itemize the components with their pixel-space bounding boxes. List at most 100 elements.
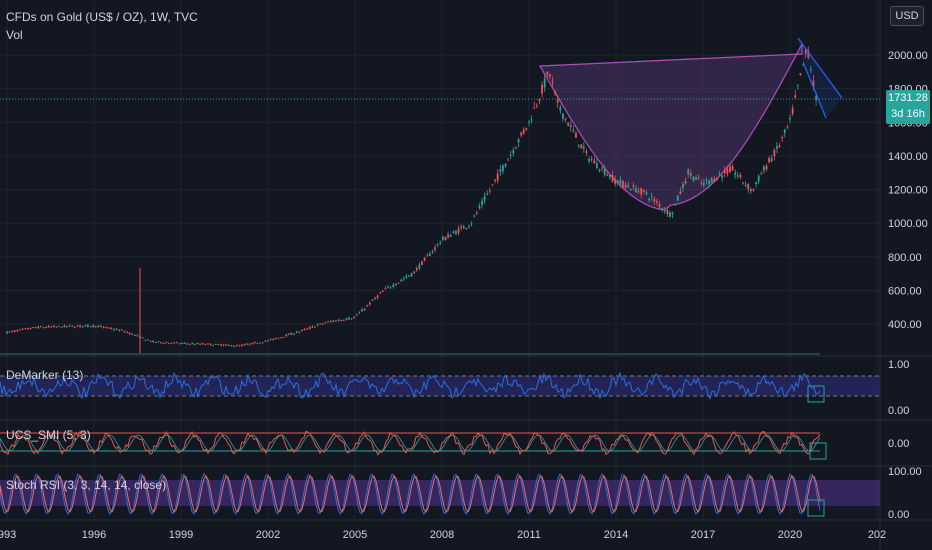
candle-body: [141, 337, 144, 339]
candle-body: [622, 181, 624, 188]
candle-body: [551, 81, 554, 83]
candle-body: [447, 234, 449, 238]
candle-body: [264, 340, 267, 342]
candle-body: [285, 334, 288, 337]
candle-body: [794, 95, 797, 98]
candle-body: [238, 345, 241, 347]
candle-body: [436, 243, 439, 245]
candle-body: [582, 146, 585, 149]
candle-body: [760, 173, 763, 175]
candle-body: [361, 309, 363, 312]
candle-body: [726, 169, 729, 175]
candle-body: [256, 343, 259, 345]
candle-body: [173, 342, 175, 344]
candle-body: [345, 318, 348, 320]
candle-body: [371, 299, 374, 301]
candle-body: [55, 326, 58, 328]
candle-body: [368, 302, 371, 305]
candle-body: [19, 329, 21, 331]
candle-body: [178, 343, 181, 345]
candle-body: [765, 165, 768, 170]
candle-body: [666, 210, 669, 215]
candle-body: [702, 182, 705, 186]
candle-body: [455, 231, 457, 235]
candle-body: [308, 327, 311, 329]
candle-body: [110, 328, 113, 330]
candle-body: [287, 333, 290, 335]
candle-body: [572, 129, 575, 131]
candle-body: [444, 237, 447, 241]
candle-body: [290, 333, 293, 335]
candle-body: [739, 174, 742, 178]
candle-body: [71, 325, 74, 327]
candle-body: [488, 190, 491, 192]
candle-body: [311, 326, 314, 328]
candle-body: [763, 166, 765, 171]
candle-body: [494, 179, 496, 181]
smi-title: UCS_SMI (5, 3): [6, 428, 91, 442]
candle-body: [755, 182, 757, 184]
candle-body: [363, 308, 366, 310]
candle-body: [295, 331, 298, 334]
candle-body: [246, 343, 249, 345]
demarker-line: [0, 371, 821, 400]
candle-body: [342, 320, 345, 322]
candle-body: [473, 215, 476, 217]
candle-body: [314, 326, 316, 328]
candle-body: [321, 323, 324, 325]
candle-body: [154, 342, 157, 344]
candle-body: [355, 314, 358, 316]
candle-body: [632, 185, 635, 187]
candle-body: [502, 165, 504, 172]
candle-body: [418, 264, 421, 269]
price-axis-label: 800.00: [888, 252, 922, 264]
indicator-panes[interactable]: [0, 371, 880, 517]
falling-channel: [797, 37, 843, 119]
candle-body: [379, 292, 382, 294]
candle-body: [585, 151, 588, 153]
time-axis-label: 2011: [517, 529, 541, 541]
candle-body: [105, 326, 108, 329]
candle-body: [650, 196, 653, 198]
candle-body: [165, 342, 168, 344]
candle-body: [81, 326, 84, 328]
candle-body: [736, 175, 739, 177]
candle-body: [340, 319, 342, 321]
candle-body: [449, 235, 452, 237]
candle-body: [100, 326, 102, 328]
candle-body: [562, 113, 564, 119]
candle-body: [126, 332, 128, 334]
candle-body: [220, 344, 222, 346]
candle-body: [520, 132, 523, 136]
candle-body: [603, 168, 606, 175]
candle-body: [731, 166, 734, 171]
candle-body: [522, 129, 525, 134]
currency-button[interactable]: USD: [890, 6, 924, 26]
candle-body: [272, 338, 275, 340]
smi-line: [0, 430, 821, 456]
candle-body: [353, 317, 356, 319]
candle-body: [423, 257, 426, 261]
candle-body: [768, 158, 771, 163]
candle-body: [196, 343, 199, 345]
candle-body: [426, 255, 429, 257]
candle-body: [348, 317, 350, 320]
candle-body: [384, 288, 387, 290]
price-axis-label: 400.00: [888, 319, 922, 331]
candle-body: [499, 169, 502, 172]
candle-body: [475, 212, 478, 214]
current-price-value: 1731.28: [888, 92, 928, 104]
candle-body: [402, 278, 405, 280]
candle-body: [188, 343, 191, 345]
time-axis-label: 202: [868, 529, 886, 541]
candle-body: [669, 212, 671, 217]
candle-body: [248, 343, 251, 345]
candle-body: [350, 318, 353, 320]
signal-box: [807, 385, 825, 403]
main-price-pane[interactable]: [0, 37, 880, 355]
candle-body: [92, 325, 95, 327]
volume-label: Vol: [6, 28, 23, 42]
candle-body: [512, 149, 515, 154]
price-axis-label: 1200.00: [888, 185, 928, 197]
